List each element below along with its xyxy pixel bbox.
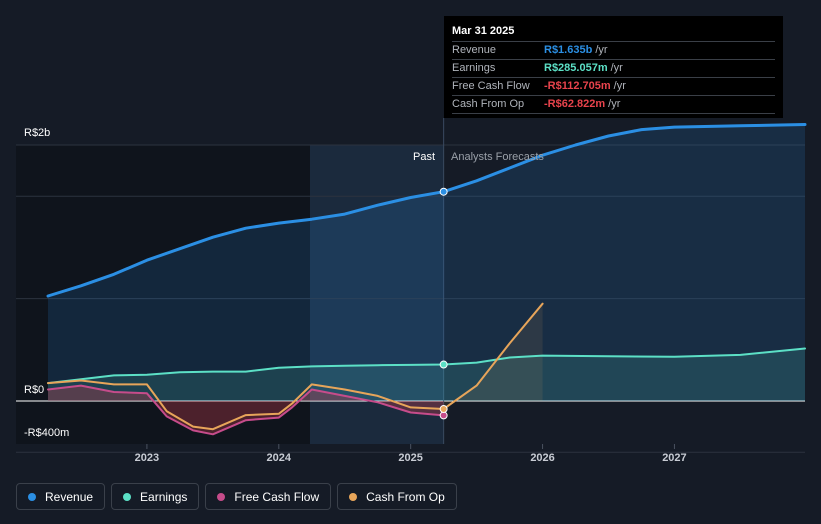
tooltip-unit: /yr — [613, 80, 626, 92]
earnings-area — [48, 348, 805, 401]
tooltip-value: -R$112.705m — [544, 80, 611, 92]
financial-chart: R$2b R$0 -R$400m Past Analysts Forecasts… — [16, 118, 807, 464]
tooltip-value: -R$62.822m — [544, 98, 606, 110]
legend-dot-icon — [217, 492, 226, 501]
past-label: Past — [413, 151, 435, 163]
cfo-forecast-area — [443, 303, 543, 410]
x-tick-label: 2023 — [135, 452, 159, 464]
legend-item-revenue[interactable]: Revenue — [16, 483, 106, 510]
tooltip-value: R$1.635b — [544, 44, 593, 56]
legend-item-earnings[interactable]: Earnings — [111, 483, 200, 510]
past-region — [16, 145, 310, 444]
y-label-top: R$2b — [24, 127, 50, 139]
legend-label: Free Cash Flow — [234, 489, 320, 504]
legend-dot-icon — [28, 492, 36, 501]
legend-label: Earnings — [140, 489, 188, 504]
fcf-area — [48, 385, 444, 435]
legend-dot-icon — [349, 492, 358, 501]
hover-tooltip: Mar 31 2025 Revenue R$1.635b /yr Earning… — [444, 16, 783, 118]
x-tick-label: 2026 — [530, 452, 554, 464]
x-tick-label: 2025 — [398, 452, 422, 464]
legend-label: Cash From Op — [366, 489, 445, 504]
earnings-point — [439, 360, 448, 369]
tooltip-unit: /yr — [610, 62, 623, 74]
x-tick-label: 2024 — [267, 452, 292, 464]
tooltip-row-cash-from-op: Cash From Op -R$62.822m /yr — [452, 95, 775, 114]
x-tick-label: 2027 — [662, 452, 686, 464]
forecast-label: Analysts Forecasts — [451, 151, 544, 163]
tooltip-label: Earnings — [452, 62, 496, 74]
tooltip-unit: /yr — [608, 98, 621, 110]
tooltip-label: Revenue — [452, 44, 497, 56]
tooltip-row-earnings: Earnings R$285.057m /yr — [452, 59, 775, 77]
chart-legend: Revenue Earnings Free Cash Flow Cash Fro… — [16, 483, 457, 510]
y-label-zero: R$0 — [24, 384, 44, 396]
earnings-line — [47, 347, 806, 385]
tooltip-label: Cash From Op — [452, 98, 525, 110]
cfo-line — [47, 302, 544, 431]
y-label-bottom: -R$400m — [24, 427, 69, 439]
tooltip-row-revenue: Revenue R$1.635b /yr — [452, 41, 775, 59]
legend-item-free-cash-flow[interactable]: Free Cash Flow — [205, 483, 332, 510]
revenue-area — [48, 124, 805, 401]
tooltip-label: Free Cash Flow — [452, 80, 530, 92]
revenue-point — [439, 187, 448, 196]
legend-label: Revenue — [45, 489, 94, 504]
tooltip-date: Mar 31 2025 — [452, 25, 515, 37]
legend-dot-icon — [123, 492, 132, 501]
tooltip-value: R$285.057m — [544, 62, 608, 74]
revenue-line — [46, 123, 807, 298]
tooltip-unit: /yr — [595, 44, 608, 56]
fcf-line — [47, 384, 445, 436]
cfo-point — [439, 405, 448, 414]
legend-item-cash-from-op[interactable]: Cash From Op — [337, 483, 457, 510]
tooltip-row-free-cash-flow: Free Cash Flow -R$112.705m /yr — [452, 77, 775, 95]
